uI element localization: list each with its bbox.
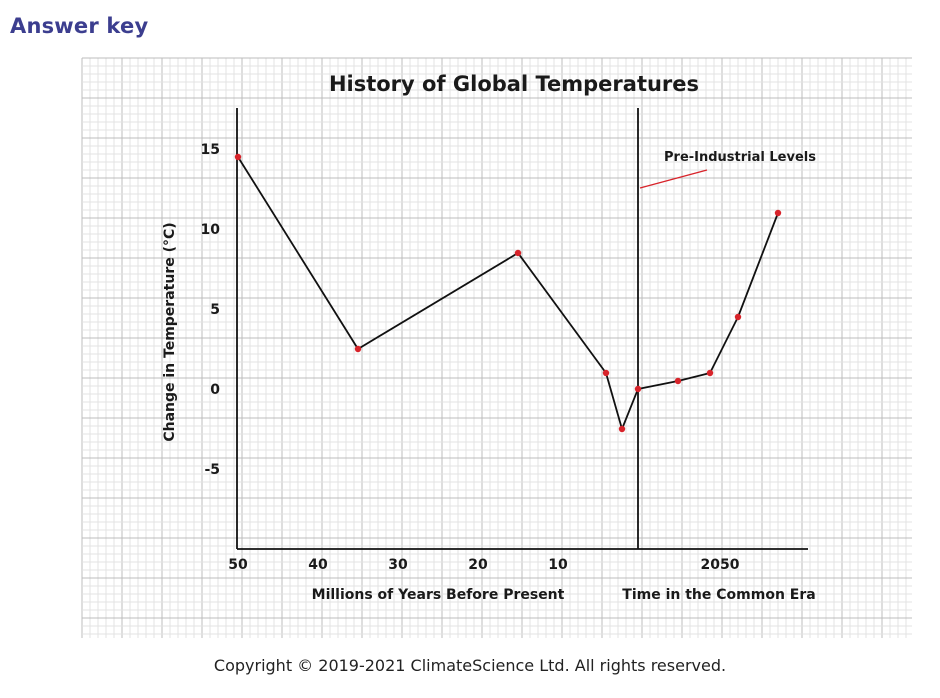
data-point: [514, 249, 522, 257]
data-point: [774, 209, 782, 217]
chart-lines: [237, 156, 779, 430]
data-point: [706, 369, 714, 377]
header-title: Answer key: [10, 14, 149, 38]
x-tick-label: 20: [468, 557, 488, 573]
x-tick-label: 50: [228, 557, 248, 573]
annotation-pointer-line: [639, 169, 708, 189]
data-point: [734, 313, 742, 321]
x-tick-label: 30: [388, 557, 408, 573]
data-point: [618, 425, 626, 433]
chart-points: [234, 153, 782, 433]
data-point: [602, 369, 610, 377]
x-axis-label-left: Millions of Years Before Present: [312, 587, 565, 603]
annotation-label: Pre-Industrial Levels: [664, 150, 816, 165]
y-axis-label: Change in Temperature (°C): [162, 222, 178, 441]
series-line: [237, 156, 779, 430]
y-tick-label: -5: [204, 462, 220, 478]
y-tick-label: 10: [201, 222, 221, 238]
x-tick-label: 10: [548, 557, 568, 573]
chart-axes: [236, 108, 808, 550]
data-point: [674, 377, 682, 385]
y-tick-label: 0: [210, 382, 220, 398]
data-point: [634, 385, 642, 393]
copyright-text: Copyright © 2019-2021 ClimateScience Ltd…: [213, 656, 727, 675]
x-tick-label: 40: [308, 557, 328, 573]
y-tick-label: 5: [210, 302, 220, 318]
chart-title: History of Global Temperatures: [329, 72, 699, 96]
x-tick-label: 2050: [701, 557, 740, 573]
chart-grid: [81, 57, 912, 638]
x-axis-label-right: Time in the Common Era: [622, 587, 815, 603]
data-point: [234, 153, 242, 161]
y-tick-label: 15: [201, 142, 220, 158]
data-point: [354, 345, 362, 353]
